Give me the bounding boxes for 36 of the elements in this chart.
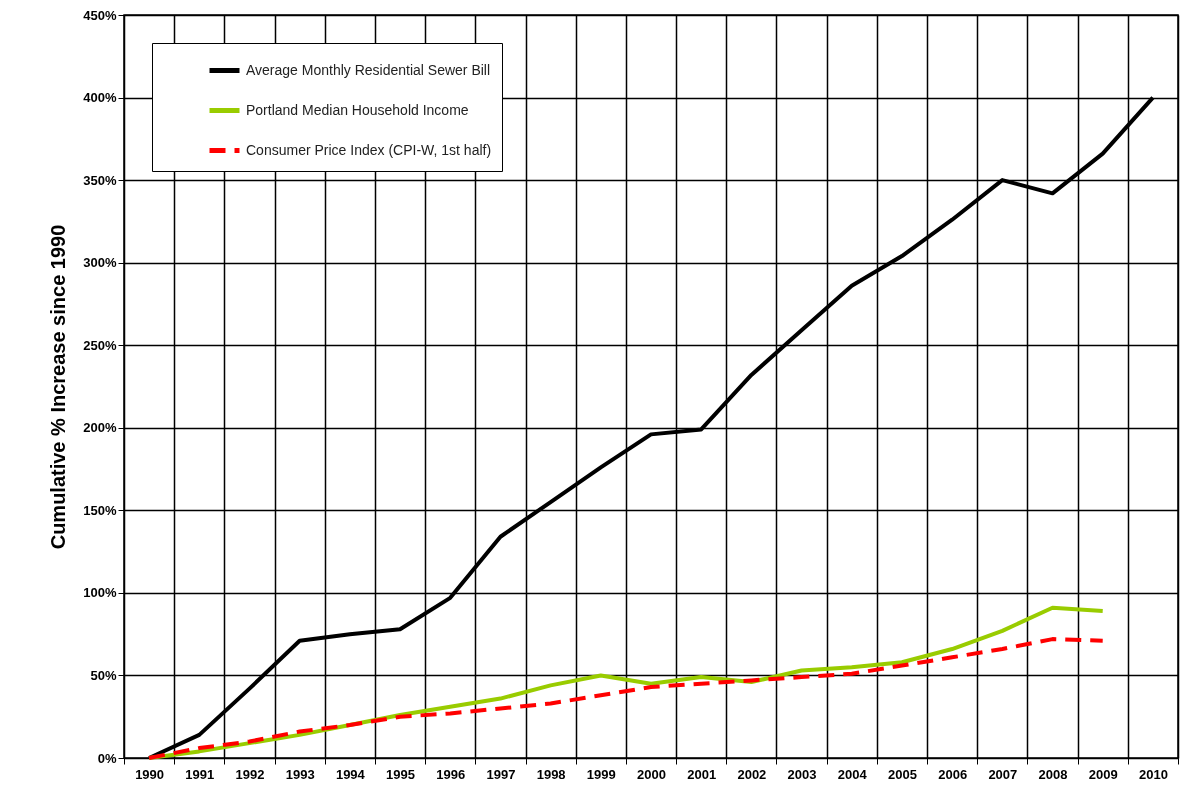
y-tick-label: 400% <box>83 90 117 106</box>
x-tick-label: 1990 <box>135 766 165 782</box>
x-tick-label: 1998 <box>536 766 566 782</box>
y-tick-label: 150% <box>83 502 117 518</box>
y-tick-label: 350% <box>83 172 117 188</box>
x-tick-label: 2004 <box>837 766 868 782</box>
x-tick-label: 2009 <box>1088 766 1118 782</box>
x-tick-label: 2010 <box>1138 766 1168 782</box>
y-tick-label: 100% <box>83 585 117 601</box>
x-tick-label: 1995 <box>386 766 416 782</box>
x-tick-label: 2006 <box>938 766 968 782</box>
x-tick-label: 1991 <box>185 766 215 782</box>
y-tick-label: 250% <box>83 337 117 353</box>
x-tick-label: 2002 <box>737 766 767 782</box>
x-tick-label: 1996 <box>436 766 466 782</box>
x-tick-label: 1994 <box>335 766 366 782</box>
x-tick-label: 1997 <box>486 766 516 782</box>
y-axis-title: Cumulative % Increase since 1990 <box>47 224 70 550</box>
x-tick-label: 1992 <box>235 766 265 782</box>
y-tick-label: 50% <box>90 667 117 683</box>
y-tick-label: 0% <box>97 750 117 766</box>
line-series <box>147 637 1105 760</box>
legend-label: Portland Median Household Income <box>246 101 469 118</box>
x-tick-label: 2003 <box>787 766 817 782</box>
x-tick-label: 2007 <box>988 766 1018 782</box>
legend-label: Average Monthly Residential Sewer Bill <box>246 61 491 78</box>
x-tick-label: 2005 <box>887 766 917 782</box>
x-tick-label: 1999 <box>586 766 616 782</box>
x-tick-label: 2008 <box>1038 766 1068 782</box>
x-tick-label: 2000 <box>637 766 666 782</box>
legend-label: Consumer Price Index (CPI-W, 1st half) <box>246 141 492 158</box>
x-tick-label: 2001 <box>687 766 717 782</box>
x-tick-label: 1993 <box>285 766 315 782</box>
y-tick-label: 200% <box>83 420 117 436</box>
y-tick-label: 300% <box>83 255 117 271</box>
y-tick-label: 450% <box>83 7 117 23</box>
